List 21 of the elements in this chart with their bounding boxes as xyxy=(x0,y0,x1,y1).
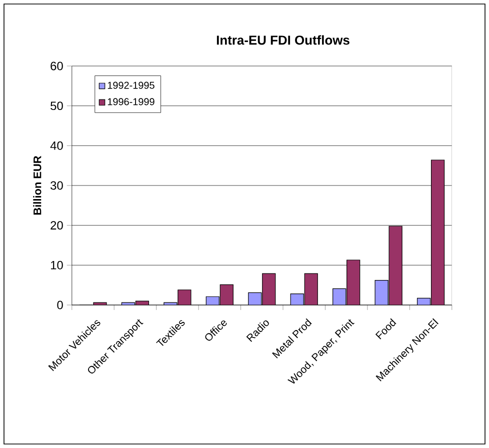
y-tick-label: 60 xyxy=(50,62,63,70)
bar xyxy=(220,284,234,305)
bar xyxy=(430,160,445,305)
y-tick-label: 30 xyxy=(50,181,63,190)
legend-label: 1996-1999 xyxy=(108,98,154,106)
bar xyxy=(375,280,388,305)
bar xyxy=(389,226,402,305)
bar xyxy=(346,260,360,305)
bar xyxy=(290,294,304,305)
y-tick-label: 10 xyxy=(50,260,63,270)
y-tick-label: 50 xyxy=(50,102,63,110)
y-tick-label: 20 xyxy=(50,221,63,230)
legend-label: 1992-1995 xyxy=(108,82,154,89)
bar xyxy=(304,274,318,305)
bar xyxy=(332,288,346,305)
y-tick-label: 40 xyxy=(50,141,63,150)
bar xyxy=(262,274,276,305)
y-tick-label: 0 xyxy=(57,300,63,310)
bar xyxy=(248,292,262,305)
y-axis-title: Billion EUR xyxy=(33,156,42,215)
chart-title: Intra-EU FDI Outflows xyxy=(216,35,350,45)
